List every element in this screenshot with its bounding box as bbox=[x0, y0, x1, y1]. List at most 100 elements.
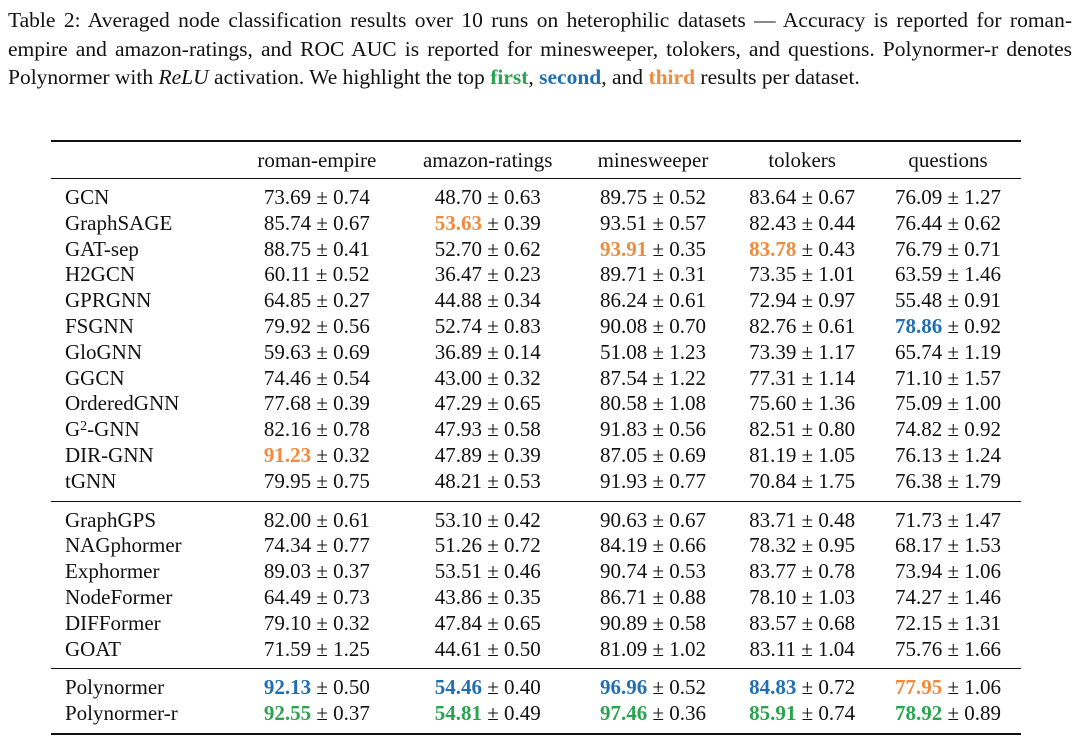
plus-minus-symbol: ± bbox=[647, 675, 670, 700]
result-std: 0.69 bbox=[333, 339, 370, 364]
result-cell: 47.84 ± 0.65 bbox=[399, 611, 577, 637]
plus-minus-symbol: ± bbox=[311, 391, 334, 416]
plus-minus-symbol: ± bbox=[796, 468, 819, 493]
result-cell: 90.63 ± 0.67 bbox=[577, 501, 729, 533]
caption-text-3: results per dataset. bbox=[695, 65, 860, 89]
plus-minus-symbol: ± bbox=[481, 210, 504, 235]
result-mean: 36.47 bbox=[434, 262, 482, 287]
result-std: 0.52 bbox=[669, 185, 706, 209]
result-cell: 44.88 ± 0.34 bbox=[399, 288, 577, 314]
result-cell: 53.10 ± 0.42 bbox=[399, 501, 577, 533]
result-mean: 90.08 bbox=[599, 313, 648, 338]
table-row: H2GCN 60.11 ± 0.52 36.47 ± 0.23 89.71 ± 0.3… bbox=[51, 262, 1021, 288]
model-name: NAGphormer bbox=[51, 533, 235, 559]
result-mean: 78.32 bbox=[749, 533, 797, 558]
plus-minus-symbol: ± bbox=[796, 288, 819, 313]
result-mean: 92.55 bbox=[263, 701, 312, 726]
result-cell: 54.81 ± 0.49 bbox=[399, 701, 577, 734]
model-name-text: GCN bbox=[65, 185, 110, 209]
result-std: 0.69 bbox=[669, 442, 706, 467]
result-mean: 60.11 bbox=[264, 262, 311, 287]
plus-minus-symbol: ± bbox=[942, 185, 965, 209]
plus-minus-symbol: ± bbox=[311, 288, 334, 313]
plus-minus-symbol: ± bbox=[942, 236, 965, 261]
result-std: 0.74 bbox=[818, 701, 856, 726]
model-name: G2-GNN bbox=[51, 417, 235, 443]
result-mean: 71.10 bbox=[895, 365, 943, 390]
result-cell: 89.03 ± 0.37 bbox=[235, 559, 399, 585]
result-cell: 72.15 ± 1.31 bbox=[875, 611, 1021, 637]
model-name-text: Polynormer bbox=[65, 675, 165, 700]
table-row: GCN 73.69 ± 0.74 48.70 ± 0.63 89.75 ± 0.52 8… bbox=[51, 178, 1021, 211]
result-std: 0.27 bbox=[333, 288, 370, 313]
plus-minus-symbol: ± bbox=[647, 468, 670, 493]
result-mean: 72.94 bbox=[749, 288, 797, 313]
result-mean: 47.84 bbox=[434, 610, 482, 635]
result-mean: 92.13 bbox=[263, 675, 312, 700]
result-std: 0.74 bbox=[333, 185, 370, 209]
plus-minus-symbol: ± bbox=[647, 339, 670, 364]
result-cell: 76.44 ± 0.62 bbox=[875, 211, 1021, 237]
result-mean: 86.24 bbox=[599, 288, 648, 313]
model-name: GloGNN bbox=[51, 340, 235, 366]
result-cell: 77.95 ± 1.06 bbox=[875, 669, 1021, 701]
result-cell: 75.09 ± 1.00 bbox=[875, 391, 1021, 417]
plus-minus-symbol: ± bbox=[942, 675, 965, 700]
result-cell: 60.11 ± 0.52 bbox=[235, 262, 399, 288]
result-cell: 74.27 ± 1.46 bbox=[875, 585, 1021, 611]
result-cell: 75.60 ± 1.36 bbox=[729, 391, 875, 417]
result-std: 0.52 bbox=[669, 675, 706, 700]
result-cell: 93.91 ± 0.35 bbox=[577, 237, 729, 263]
result-cell: 89.75 ± 0.52 bbox=[577, 179, 729, 211]
result-cell: 64.85 ± 0.27 bbox=[235, 288, 399, 314]
result-std: 0.39 bbox=[503, 210, 541, 235]
result-cell: 76.79 ± 0.71 bbox=[875, 237, 1021, 263]
table-row: GraphSAGE 85.74 ± 0.67 53.63 ± 0.39 93.51 ±… bbox=[51, 211, 1021, 237]
result-cell: 76.09 ± 1.27 bbox=[875, 179, 1021, 211]
result-cell: 91.93 ± 0.77 bbox=[577, 469, 729, 501]
result-mean: 54.81 bbox=[434, 701, 482, 726]
plus-minus-symbol: ± bbox=[311, 185, 334, 209]
result-mean: 73.39 bbox=[749, 339, 797, 364]
result-mean: 53.10 bbox=[434, 507, 482, 532]
result-std: 0.46 bbox=[503, 559, 541, 584]
result-mean: 74.34 bbox=[263, 533, 312, 558]
result-std: 0.42 bbox=[503, 507, 541, 532]
plus-minus-symbol: ± bbox=[481, 636, 504, 661]
model-name-text: GAT-sep bbox=[65, 236, 139, 261]
result-cell: 44.61 ± 0.50 bbox=[399, 637, 577, 669]
result-cell: 87.54 ± 1.22 bbox=[577, 366, 729, 392]
plus-minus-symbol: ± bbox=[942, 288, 965, 313]
model-name-text: GOAT bbox=[65, 636, 121, 661]
model-name-text: GraphGPS bbox=[65, 507, 157, 532]
result-cell: 91.83 ± 0.56 bbox=[577, 417, 729, 443]
result-mean: 53.51 bbox=[434, 559, 482, 584]
plus-minus-symbol: ± bbox=[481, 584, 504, 609]
plus-minus-symbol: ± bbox=[796, 391, 819, 416]
result-std: 0.67 bbox=[818, 185, 856, 209]
result-cell: 76.38 ± 1.79 bbox=[875, 469, 1021, 501]
result-cell: 68.17 ± 1.53 bbox=[875, 533, 1021, 559]
result-cell: 43.00 ± 0.32 bbox=[399, 366, 577, 392]
result-cell: 97.46 ± 0.36 bbox=[577, 701, 729, 734]
result-mean: 91.83 bbox=[599, 417, 648, 442]
result-cell: 82.51 ± 0.80 bbox=[729, 417, 875, 443]
plus-minus-symbol: ± bbox=[942, 533, 965, 558]
result-std: 0.39 bbox=[503, 442, 541, 467]
result-mean: 76.09 bbox=[895, 185, 943, 209]
plus-minus-symbol: ± bbox=[481, 288, 504, 313]
result-cell: 71.73 ± 1.47 bbox=[875, 501, 1021, 533]
result-mean: 75.60 bbox=[749, 391, 797, 416]
result-std: 0.58 bbox=[503, 417, 541, 442]
result-cell: 71.10 ± 1.57 bbox=[875, 366, 1021, 392]
plus-minus-symbol: ± bbox=[942, 391, 965, 416]
table-row: G2-GNN 82.16 ± 0.78 47.93 ± 0.58 91.83 ± 0.… bbox=[51, 417, 1021, 443]
result-std: 0.61 bbox=[818, 313, 856, 338]
result-mean: 82.51 bbox=[749, 417, 797, 442]
result-mean: 76.79 bbox=[895, 236, 943, 261]
result-mean: 44.61 bbox=[434, 636, 482, 661]
result-mean: 90.63 bbox=[599, 507, 648, 532]
result-mean: 81.09 bbox=[599, 636, 648, 661]
plus-minus-symbol: ± bbox=[796, 365, 819, 390]
result-cell: 51.08 ± 1.23 bbox=[577, 340, 729, 366]
